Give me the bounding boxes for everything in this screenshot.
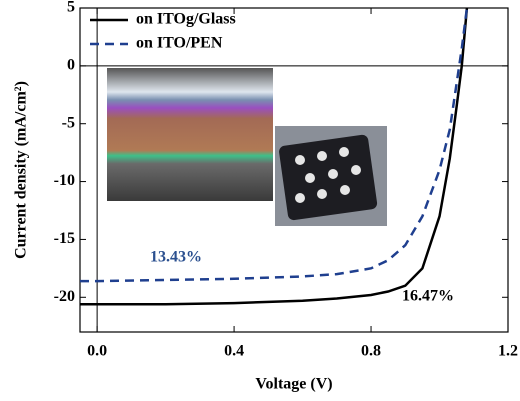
- x-tick-label: 0.0: [87, 343, 107, 360]
- inset-sem-image: [107, 68, 273, 201]
- annotation: 16.47%: [402, 288, 454, 305]
- y-tick-label: 0: [67, 57, 75, 74]
- series-line: [80, 7, 469, 306]
- y-axis-title: Current density (mA/cm²): [13, 81, 30, 259]
- series-line: [80, 7, 469, 283]
- x-tick-label: 0.8: [361, 343, 381, 360]
- inset-photo: [275, 126, 387, 226]
- y-tick-label: -15: [54, 230, 75, 247]
- y-tick-label: -5: [62, 114, 75, 131]
- x-axis-title: Voltage (V): [255, 376, 332, 393]
- legend-label: on ITOg/Glass: [136, 11, 236, 28]
- x-tick-label: 0.4: [224, 343, 244, 360]
- plot-frame: [79, 7, 509, 333]
- y-tick-label: -20: [54, 288, 75, 305]
- annotation: 13.43%: [150, 249, 202, 266]
- y-tick-label: -10: [54, 172, 75, 189]
- legend-label: on ITO/PEN: [136, 35, 223, 52]
- y-tick-label: 5: [67, 0, 75, 16]
- x-tick-label: 1.2: [498, 343, 518, 360]
